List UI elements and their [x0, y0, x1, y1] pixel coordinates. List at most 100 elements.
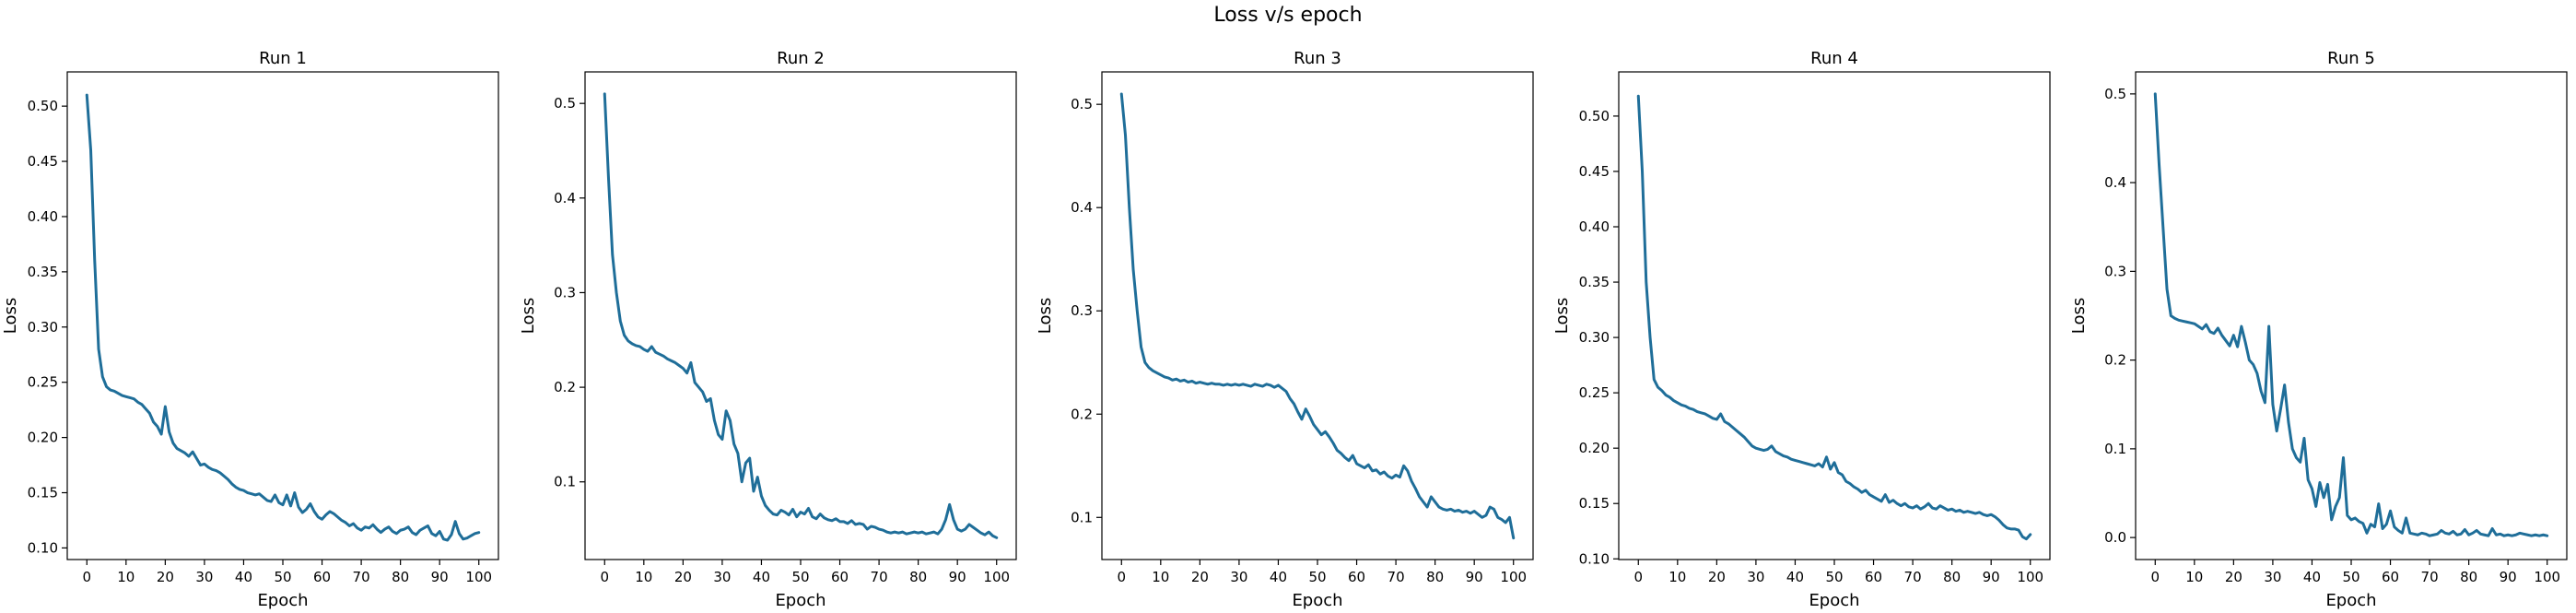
y-tick-label: 0.25 — [28, 374, 58, 391]
x-tick-label: 70 — [871, 569, 888, 585]
x-tick-label: 100 — [1500, 569, 1527, 585]
y-axis-label: Loss — [1552, 298, 1572, 334]
x-tick-label: 0 — [82, 569, 91, 585]
x-axis-label: Epoch — [775, 591, 825, 610]
y-tick-label: 0.15 — [28, 485, 58, 501]
x-tick-label: 50 — [791, 569, 809, 585]
x-tick-label: 90 — [2500, 569, 2517, 585]
x-tick-label: 40 — [1270, 569, 1287, 585]
x-tick-label: 10 — [117, 569, 135, 585]
x-tick-label: 60 — [831, 569, 849, 585]
y-tick-label: 0.10 — [1579, 550, 1610, 567]
y-tick-label: 0.30 — [28, 319, 58, 336]
loss-line-series — [603, 92, 999, 539]
y-tick-label: 0.3 — [1071, 302, 1093, 319]
x-tick-label: 30 — [1230, 569, 1247, 585]
y-tick-label: 0.1 — [554, 474, 576, 490]
y-tick-label: 0.10 — [28, 539, 58, 556]
plot-frame — [66, 71, 499, 560]
y-tick-label: 0.50 — [1579, 108, 1610, 124]
y-tick-label: 0.45 — [28, 153, 58, 170]
subplot-title: Run 1 — [259, 49, 307, 68]
y-axis-label: Loss — [2069, 298, 2089, 334]
y-tick-label: 0.2 — [1071, 406, 1093, 422]
y-tick-label: 0.20 — [28, 430, 58, 446]
y-tick-label: 0.30 — [1579, 329, 1610, 346]
x-tick-label: 50 — [1825, 569, 1843, 585]
y-tick-label: 0.4 — [1071, 199, 1093, 216]
x-tick-label: 90 — [431, 569, 449, 585]
y-tick-label: 0.1 — [1071, 509, 1093, 525]
x-tick-label: 20 — [1191, 569, 1209, 585]
loss-line-series — [85, 93, 481, 542]
x-tick-label: 70 — [2421, 569, 2439, 585]
y-tick-label: 0.40 — [1579, 218, 1610, 235]
x-tick-label: 40 — [235, 569, 252, 585]
plot-frame — [2135, 71, 2568, 560]
x-tick-label: 0 — [1117, 569, 1126, 585]
y-tick-label: 0.20 — [1579, 440, 1610, 456]
x-tick-label: 30 — [1747, 569, 1764, 585]
x-tick-label: 80 — [2460, 569, 2477, 585]
x-tick-label: 80 — [909, 569, 927, 585]
figure-title: Loss v/s epoch — [1213, 4, 1363, 27]
subplot-title: Run 3 — [1294, 49, 1341, 68]
y-tick-label: 0.35 — [1579, 274, 1610, 290]
x-tick-label: 80 — [392, 569, 409, 585]
y-tick-label: 0.4 — [554, 190, 576, 206]
y-tick-label: 0.35 — [28, 264, 58, 280]
x-tick-label: 30 — [195, 569, 213, 585]
x-tick-label: 90 — [1983, 569, 2000, 585]
x-axis-label: Epoch — [1809, 591, 1859, 610]
x-tick-label: 10 — [1152, 569, 1169, 585]
x-tick-label: 50 — [2342, 569, 2359, 585]
loss-line-series — [2153, 92, 2549, 537]
x-tick-label: 20 — [157, 569, 174, 585]
x-tick-label: 10 — [635, 569, 652, 585]
x-tick-label: 30 — [2264, 569, 2281, 585]
x-tick-label: 10 — [2185, 569, 2203, 585]
y-tick-label: 0.25 — [1579, 384, 1610, 401]
x-tick-label: 40 — [1786, 569, 1804, 585]
x-tick-label: 20 — [2225, 569, 2242, 585]
y-axis-label: Loss — [1036, 298, 1055, 334]
loss-line-series — [1119, 92, 1516, 540]
x-tick-label: 70 — [353, 569, 370, 585]
x-tick-label: 50 — [1308, 569, 1326, 585]
y-tick-label: 0.2 — [2104, 352, 2126, 369]
subplot-run-1: 0 10 20 30 40 50 60 70 80 90 100 0.10 0.15 0.20 0.25 0.… — [1, 49, 499, 610]
x-tick-label: 60 — [1865, 569, 1882, 585]
x-tick-label: 0 — [1633, 569, 1643, 585]
x-tick-label: 70 — [1388, 569, 1405, 585]
plot-frame — [584, 71, 1017, 560]
y-tick-label: 0.15 — [1579, 495, 1610, 512]
x-tick-label: 0 — [2150, 569, 2160, 585]
y-tick-label: 0.40 — [28, 208, 58, 225]
subplot-run-3: 0 10 20 30 40 50 60 70 80 90 100 0.1 0.2 0.3 0.4 0.5 Run… — [1036, 49, 1534, 610]
x-tick-label: 0 — [600, 569, 609, 585]
subplot-run-2: 0 10 20 30 40 50 60 70 80 90 100 0.1 0.2 0.3 0.4 0.5 Run… — [519, 49, 1017, 610]
y-axis-label: Loss — [1, 298, 20, 334]
x-tick-label: 100 — [983, 569, 1010, 585]
x-tick-label: 80 — [1943, 569, 1961, 585]
y-tick-label: 0.5 — [2104, 86, 2126, 102]
x-axis-label: Epoch — [257, 591, 308, 610]
x-tick-label: 100 — [2017, 569, 2043, 585]
x-tick-label: 10 — [1669, 569, 1686, 585]
plot-frame — [1618, 71, 2051, 560]
y-tick-label: 0.5 — [554, 95, 576, 112]
y-tick-label: 0.5 — [1071, 96, 1093, 112]
y-axis-label: Loss — [519, 298, 538, 334]
x-tick-label: 60 — [2382, 569, 2399, 585]
plot-frame — [1101, 71, 1534, 560]
x-tick-label: 90 — [1466, 569, 1483, 585]
x-tick-label: 20 — [1708, 569, 1726, 585]
subplot-run-5: 0 10 20 30 40 50 60 70 80 90 100 0.0 0.1 0.2 0.3 0.4 0.5… — [2069, 49, 2568, 610]
subplot-title: Run 5 — [2327, 49, 2375, 68]
x-tick-label: 40 — [2303, 569, 2321, 585]
x-tick-label: 80 — [1426, 569, 1444, 585]
y-tick-label: 0.50 — [28, 98, 58, 114]
y-tick-label: 0.1 — [2104, 441, 2126, 457]
y-tick-label: 0.0 — [2104, 529, 2126, 546]
